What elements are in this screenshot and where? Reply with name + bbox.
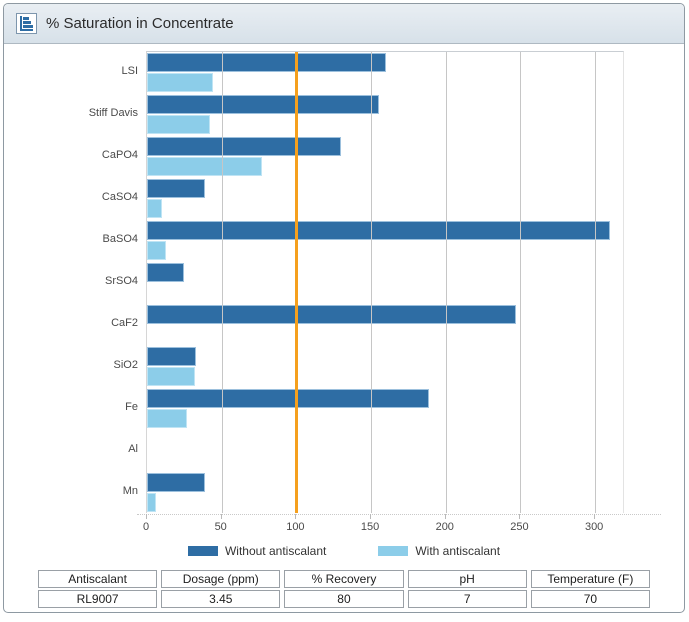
horizontal-bar-chart-icon [16, 13, 37, 34]
tick-mark-50 [220, 514, 222, 519]
bar-fe-without [147, 389, 429, 408]
panel-title: % Saturation in Concentrate [46, 15, 234, 32]
param-value-ph: 7 [407, 590, 527, 608]
param-header-temperature: Temperature (F) [530, 570, 650, 588]
bar-baso4-without [147, 221, 610, 240]
param-header-ph: pH [407, 570, 527, 588]
x-tick-label-100: 100 [286, 521, 305, 533]
parameters-header-row: Antiscalant Dosage (ppm) % Recovery pH T… [38, 570, 650, 588]
y-label-lsi: LSI [121, 65, 138, 77]
bar-caso4-with [147, 199, 162, 218]
y-label-sio2: SiO2 [113, 359, 138, 371]
param-value-recovery: 80 [284, 590, 404, 608]
x-tick-label-0: 0 [142, 521, 150, 533]
x-tick-label-150: 150 [360, 521, 380, 533]
parameters-table: Antiscalant Dosage (ppm) % Recovery pH T… [34, 568, 654, 610]
panel-header: % Saturation in Concentrate [4, 4, 684, 44]
x-tick-label-300: 300 [584, 521, 604, 533]
param-header-dosage: Dosage (ppm) [161, 570, 281, 588]
x-tick-label-200: 200 [435, 521, 454, 533]
tick-mark-100 [295, 514, 297, 519]
param-value-dosage: 3.45 [161, 590, 281, 608]
bar-capo4-with [147, 157, 262, 176]
y-label-baso4: BaSO4 [102, 233, 138, 245]
bar-caso4-without [147, 179, 205, 198]
bar-lsi-with [147, 73, 213, 92]
saturation-chart: LSI Stiff Davis CaPO4 CaSO4 BaSO4 SrSO4 CaF2 Si… [4, 44, 684, 566]
x-tick-label-50: 50 [214, 521, 227, 533]
y-label-fe: Fe [125, 401, 138, 413]
legend-swatch-dark [187, 546, 218, 556]
bar-sio2-with [147, 367, 195, 386]
tick-mark-300 [594, 514, 596, 519]
legend-item-with-antiscalant[interactable]: With antiscalant [378, 544, 500, 558]
gridline-50 [221, 52, 223, 513]
plot-area [146, 51, 624, 513]
y-label-stiff-davis: Stiff Davis [88, 107, 138, 119]
legend-label: With antiscalant [415, 544, 501, 558]
saturation-report-panel: % Saturation in Concentrate LSI Stiff Dav… [3, 3, 685, 613]
param-value-antiscalant: RL9007 [38, 590, 158, 608]
chart-legend: Without antiscalant With antiscalant [4, 544, 684, 558]
bar-fe-with [147, 409, 187, 428]
legend-item-without-antiscalant[interactable]: Without antiscalant [187, 544, 327, 558]
gridline-200 [445, 52, 447, 513]
bar-lsi-without [147, 53, 386, 72]
param-value-temperature: 70 [530, 590, 650, 608]
gridline-150 [371, 52, 373, 513]
bar-mn-with [147, 493, 156, 512]
y-label-mn: Mn [122, 485, 138, 497]
y-label-srso4: SrSO4 [104, 275, 138, 287]
bar-mn-without [147, 473, 205, 492]
gridline-250 [520, 52, 522, 513]
parameters-value-row: RL9007 3.45 80 7 70 [38, 590, 650, 608]
tick-mark-200 [444, 514, 446, 519]
bar-srso4-without [147, 263, 184, 282]
tick-mark-250 [519, 514, 521, 519]
bar-caf2-without [147, 305, 516, 324]
y-label-caf2: CaF2 [111, 317, 138, 329]
tick-mark-0 [146, 514, 147, 519]
bar-stiff-davis-with [147, 115, 210, 134]
gridline-300 [595, 52, 597, 513]
legend-label: Without antiscalant [224, 544, 327, 558]
param-header-recovery: % Recovery [284, 570, 404, 588]
legend-swatch-light [378, 546, 409, 556]
y-label-caso4: CaSO4 [101, 191, 138, 203]
bar-baso4-with [147, 241, 166, 260]
bar-capo4-without [147, 137, 341, 156]
bar-sio2-without [147, 347, 196, 366]
tick-mark-150 [370, 514, 372, 519]
x-tick-label-250: 250 [510, 521, 529, 533]
reference-line-100 [295, 52, 299, 513]
x-axis-line [137, 514, 661, 515]
y-label-capo4: CaPO4 [101, 149, 138, 161]
y-label-al: Al [128, 443, 138, 455]
param-header-antiscalant: Antiscalant [38, 570, 158, 588]
bar-stiff-davis-without [147, 95, 379, 114]
